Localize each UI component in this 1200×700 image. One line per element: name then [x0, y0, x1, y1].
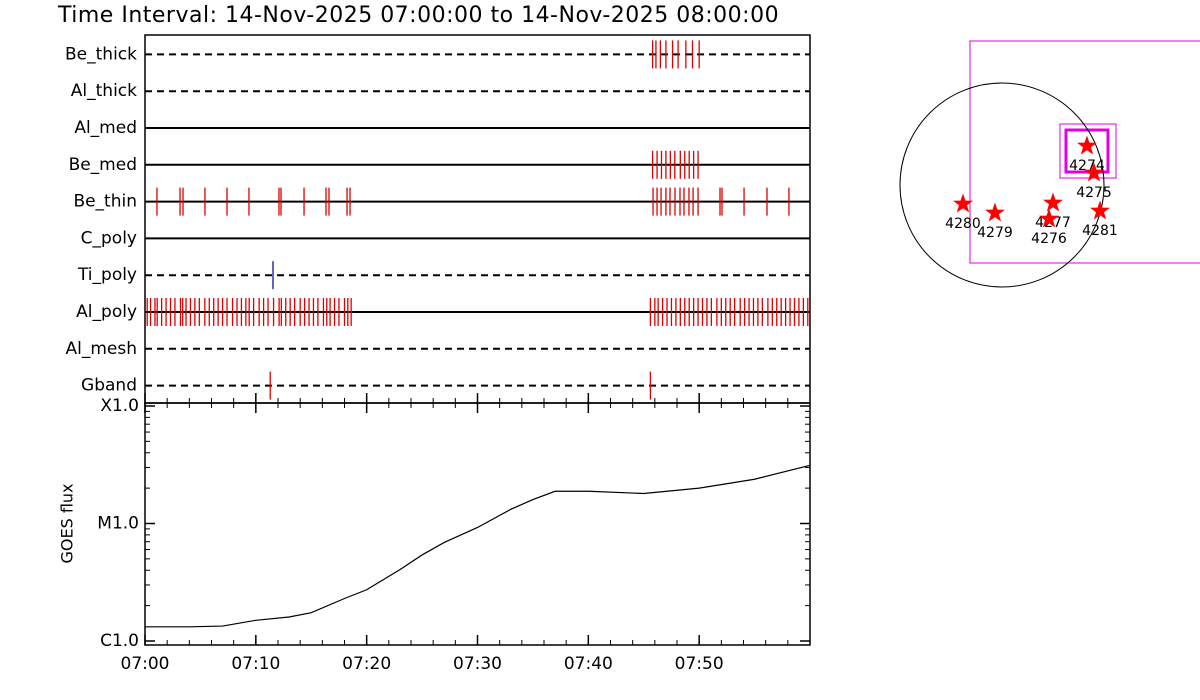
region-label: 4279: [977, 225, 1013, 241]
title: Time Interval: 14-Nov-2025 07:00:00 to 1…: [57, 3, 779, 28]
x-tick-label: 07:40: [564, 654, 613, 674]
x-tick-label: 07:50: [675, 654, 724, 674]
goes-curve: [145, 464, 811, 628]
region-star: [1043, 192, 1063, 212]
y-tick-label: M1.0: [97, 514, 139, 534]
row-label: C_poly: [81, 228, 137, 248]
row-label: Ti_poly: [77, 265, 137, 285]
region-label: 4276: [1031, 231, 1067, 247]
region-star: [953, 193, 973, 213]
row-label: Be_thick: [65, 44, 137, 64]
goes-frame: [144, 402, 811, 646]
region-label: 4275: [1076, 185, 1112, 201]
row-label: Al_mesh: [65, 339, 137, 359]
region-star: [1039, 208, 1059, 228]
x-tick-label: 07:30: [453, 654, 502, 674]
x-tick-label: 07:20: [342, 654, 391, 674]
row-label: Al_med: [74, 118, 137, 138]
row-label: Al_thick: [71, 81, 137, 101]
x-tick-label: 07:10: [231, 654, 280, 674]
region-star: [1084, 162, 1104, 182]
y-tick-label: C1.0: [100, 631, 139, 651]
region-label: 4280: [945, 216, 981, 232]
region-label: 4281: [1082, 223, 1118, 239]
x-tick-label: 07:00: [121, 654, 170, 674]
y-tick-label: X1.0: [100, 396, 139, 416]
row-label: Be_thin: [73, 192, 137, 212]
solar-disk: [899, 82, 1105, 288]
row-label: Be_med: [69, 155, 137, 175]
row-label: Gband: [81, 376, 137, 396]
y-axis-label: GOES flux: [58, 483, 77, 563]
region-star: [1077, 135, 1097, 155]
region-star: [985, 202, 1005, 222]
fov-box-small: [1059, 123, 1117, 179]
fov-box: [969, 40, 1200, 264]
region-star: [1090, 200, 1110, 220]
row-label: Al_poly: [76, 302, 137, 322]
